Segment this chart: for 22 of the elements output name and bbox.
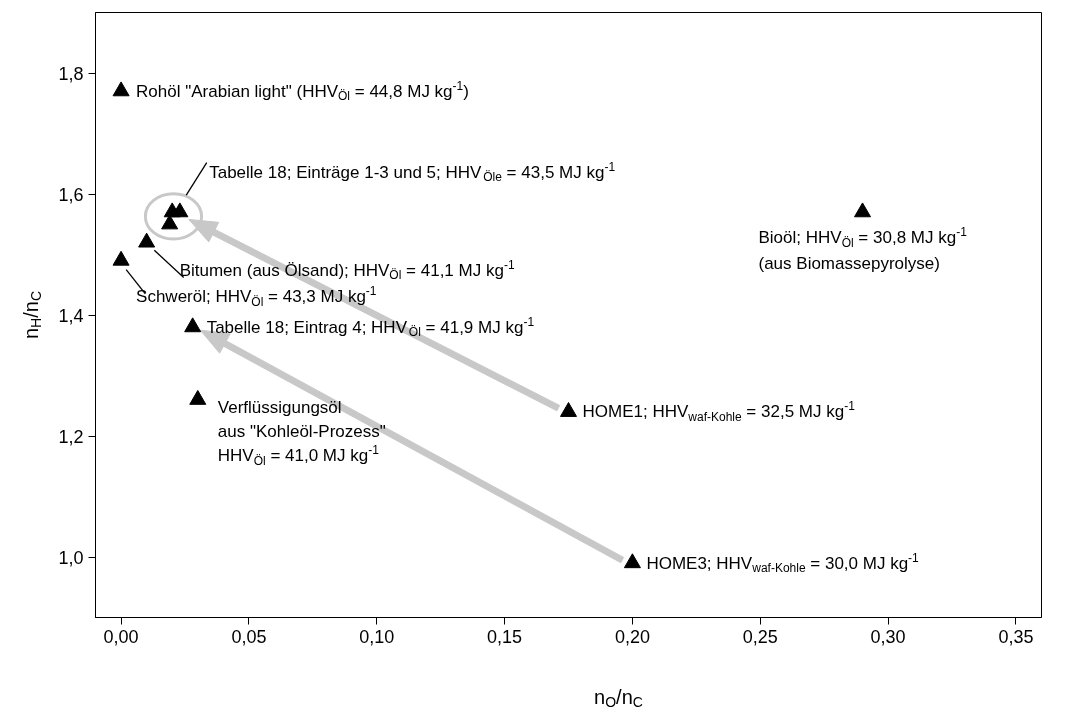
y-tick-label: 1,0 <box>58 547 84 568</box>
x-tick-label: 0,30 <box>870 626 906 647</box>
y-tick-label: 1,4 <box>58 305 84 326</box>
x-tick-label: 0,00 <box>103 626 139 647</box>
y-tick-label: 1,6 <box>58 184 84 205</box>
point <box>112 81 130 97</box>
x-tick-label: 0,10 <box>359 626 395 647</box>
point <box>623 553 641 569</box>
x-tick-label: 0,15 <box>487 626 523 647</box>
x-tick-label: 0,05 <box>231 626 267 647</box>
point <box>854 202 872 218</box>
x-tick-label: 0,20 <box>614 626 650 647</box>
point <box>189 389 207 405</box>
y-axis-title: nH/nC <box>19 290 44 340</box>
y-tick-label: 1,8 <box>58 63 84 84</box>
y-tick-label: 1,2 <box>58 426 84 447</box>
point <box>560 402 577 417</box>
point <box>184 317 202 333</box>
point <box>138 232 156 248</box>
x-tick-label: 0,35 <box>998 626 1034 647</box>
point <box>112 250 130 266</box>
x-tick-label: 0,25 <box>742 626 778 647</box>
